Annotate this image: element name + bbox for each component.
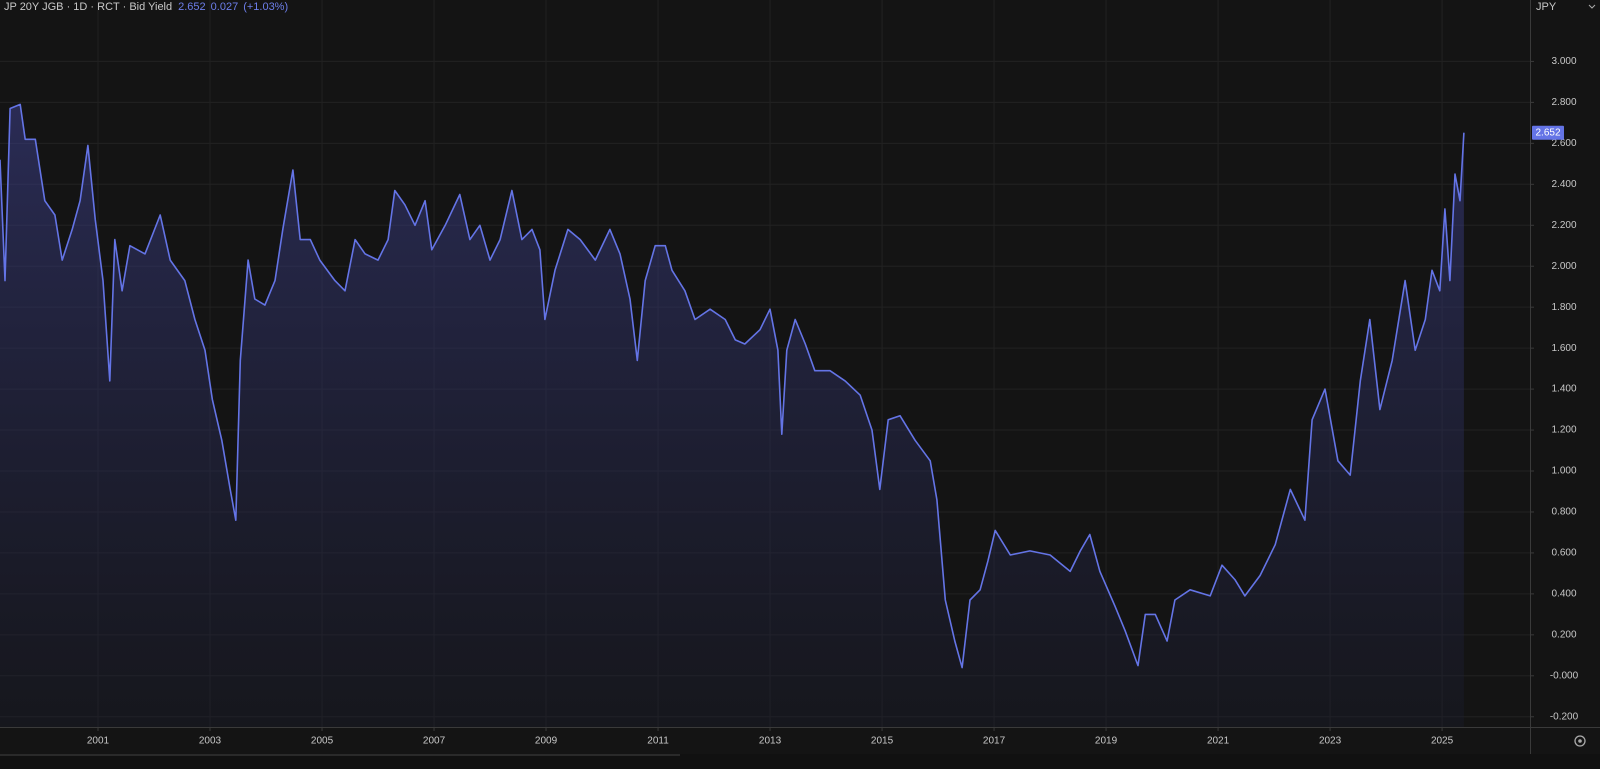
x-tick-label: 2013 [759,736,782,747]
change: 0.027 [211,1,239,13]
last-price-label: 2.652 [1535,127,1560,138]
x-tick-label: 2025 [1431,736,1454,747]
chart-title: JP 20Y JGB · 1D · RCT · Bid Yield [4,1,172,13]
x-tick-label: 2021 [1207,736,1230,747]
x-tick-label: 2007 [423,736,446,747]
x-tick-label: 2003 [199,736,222,747]
axes: 3.000 2.800 2.600 2.400 2.200 2.000 1.800 1.600… [87,56,1579,747]
x-tick-label: 2001 [87,736,110,747]
y-tick-label: 0.200 [1551,629,1576,640]
y-tick-label: 2.400 [1551,179,1576,190]
bottom-strip [0,754,1600,769]
change-percent: (+1.03%) [243,1,288,13]
last-value: 2.652 [178,1,206,13]
y-tick-label: 0.400 [1551,589,1576,600]
settings-icon[interactable] [1574,735,1586,747]
x-tick-label: 2009 [535,736,558,747]
y-tick-label: -0.200 [1550,711,1579,722]
plot [0,103,1465,727]
y-tick-label: 0.600 [1551,548,1576,559]
x-tick-label: 2015 [871,736,894,747]
scrollbar[interactable] [0,754,680,756]
last-price-badge [1532,125,1564,140]
y-tick-label: 1.800 [1551,302,1576,313]
currency-dropdown[interactable] [1588,4,1596,9]
y-tick-label: -0.000 [1550,670,1579,681]
settings-icon-dot [1578,739,1582,743]
y-tick-label: 1.200 [1551,425,1576,436]
y-tick-label: 1.000 [1551,466,1576,477]
y-tick-label: 1.600 [1551,343,1576,354]
x-tick-label: 2017 [983,736,1006,747]
y-tick-label: 2.800 [1551,97,1576,108]
x-tick-label: 2023 [1319,736,1342,747]
x-tick-label: 2011 [647,736,669,747]
y-tick-label: 1.400 [1551,384,1576,395]
y-tick-label: 0.800 [1551,507,1576,518]
x-tick-label: 2005 [311,736,334,747]
y-tick-label: 3.000 [1551,56,1576,67]
y-tick-label: 2.000 [1551,261,1576,272]
x-tick-label: 2019 [1095,736,1118,747]
price-line [0,103,1465,669]
y-tick-label: 2.600 [1551,138,1576,149]
currency[interactable]: JPY [1536,1,1557,13]
y-tick-label: 2.200 [1551,220,1576,231]
area [0,104,1464,727]
